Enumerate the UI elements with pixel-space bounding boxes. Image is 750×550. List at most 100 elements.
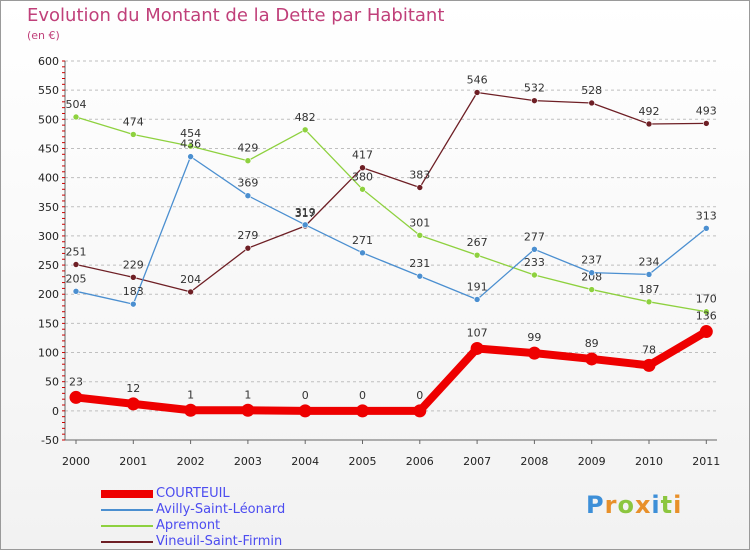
data-point: [130, 274, 137, 281]
data-point: [473, 89, 481, 96]
data-point: [473, 296, 481, 303]
data-point: [126, 397, 140, 411]
data-point: [359, 185, 366, 193]
data-point: [241, 403, 255, 417]
data-point: [416, 184, 424, 191]
data-label: 0: [359, 389, 366, 402]
data-label: 23: [69, 375, 83, 388]
legend-label: COURTEUIL: [156, 486, 230, 501]
data-point: [531, 271, 538, 279]
y-tick-label: 500: [38, 113, 59, 126]
data-point: [356, 404, 369, 418]
data-label: 380: [352, 170, 373, 183]
data-point: [702, 225, 710, 232]
data-label: 205: [66, 272, 87, 285]
data-point: [585, 352, 599, 366]
data-point: [244, 192, 252, 199]
data-point: [301, 221, 309, 229]
data-point: [702, 308, 710, 316]
x-tick-label: 2011: [692, 455, 720, 468]
data-label: 12: [126, 382, 140, 395]
data-label: 89: [585, 337, 599, 350]
x-tick-label: 2005: [349, 455, 377, 468]
legend-item: Vineuil-Saint-Firmin: [101, 534, 282, 549]
data-label: 429: [237, 142, 258, 155]
data-label: 436: [180, 138, 201, 151]
data-point: [642, 358, 656, 372]
x-tick-label: 2004: [291, 455, 319, 468]
data-label: 454: [180, 127, 201, 140]
data-label: 1: [187, 388, 194, 401]
data-point: [244, 244, 252, 252]
y-tick-label: 150: [38, 317, 59, 330]
y-tick-label: 200: [38, 288, 59, 301]
data-point: [187, 142, 194, 150]
data-point: [244, 157, 252, 165]
legend-item: Apremont: [101, 518, 220, 533]
data-label: 1: [244, 388, 251, 401]
data-label: 417: [352, 149, 373, 162]
series-line: [75, 155, 707, 305]
data-label: 191: [467, 280, 488, 293]
legend-item: COURTEUIL: [101, 486, 230, 501]
data-point: [130, 131, 137, 138]
data-point: [645, 120, 653, 128]
legend-label: Avilly-Saint-Léonard: [156, 502, 286, 517]
logo-letter: P: [586, 491, 605, 519]
data-label: 317: [295, 207, 316, 220]
legend-swatch: [101, 540, 153, 543]
data-point: [699, 325, 713, 339]
data-label: 271: [352, 234, 373, 247]
data-point: [702, 120, 710, 127]
data-label: 78: [642, 343, 656, 356]
chart-title: Evolution du Montant de la Dette par Hab…: [27, 5, 445, 26]
data-label: 474: [123, 115, 144, 128]
legend-label: Apremont: [156, 518, 221, 533]
y-tick-label: -50: [41, 434, 59, 447]
data-point: [184, 403, 198, 417]
data-point: [588, 286, 596, 293]
data-point: [470, 341, 484, 355]
data-label: 532: [524, 82, 545, 95]
data-point: [72, 288, 80, 295]
data-label: 482: [295, 111, 316, 124]
series-line: [72, 327, 711, 415]
data-label: 107: [467, 326, 488, 339]
data-label: 0: [302, 389, 309, 402]
x-tick-label: 2007: [463, 455, 491, 468]
x-tick-label: 2010: [635, 455, 663, 468]
x-tick-label: 2009: [578, 455, 606, 468]
logo-letter: r: [604, 491, 618, 519]
data-label: 504: [66, 98, 87, 111]
data-label: 313: [696, 209, 717, 222]
data-label: 492: [639, 105, 660, 118]
legend-item: Avilly-Saint-Léonard: [101, 502, 285, 517]
series-line: [75, 116, 707, 313]
data-label: 99: [527, 331, 541, 344]
data-label: 0: [416, 389, 423, 402]
data-label: 277: [524, 230, 545, 243]
data-point: [359, 249, 366, 257]
data-label: 279: [237, 229, 258, 242]
data-point: [359, 164, 366, 172]
data-label: 237: [581, 254, 602, 267]
data-point: [588, 269, 596, 276]
data-label: 204: [180, 273, 201, 286]
data-point: [416, 272, 424, 280]
data-point: [72, 261, 80, 268]
data-label: 208: [581, 271, 602, 284]
data-label: 229: [123, 258, 144, 271]
data-label: 187: [639, 283, 660, 296]
x-tick-label: 2006: [406, 455, 434, 468]
y-tick-label: 350: [38, 201, 59, 214]
data-label: 183: [123, 285, 144, 298]
data-point: [645, 271, 653, 278]
data-point: [645, 298, 653, 306]
data-label: 136: [696, 310, 717, 323]
x-tick-label: 2008: [520, 455, 548, 468]
data-point: [187, 153, 194, 160]
data-label: 301: [409, 216, 430, 229]
data-label: 546: [467, 73, 488, 86]
